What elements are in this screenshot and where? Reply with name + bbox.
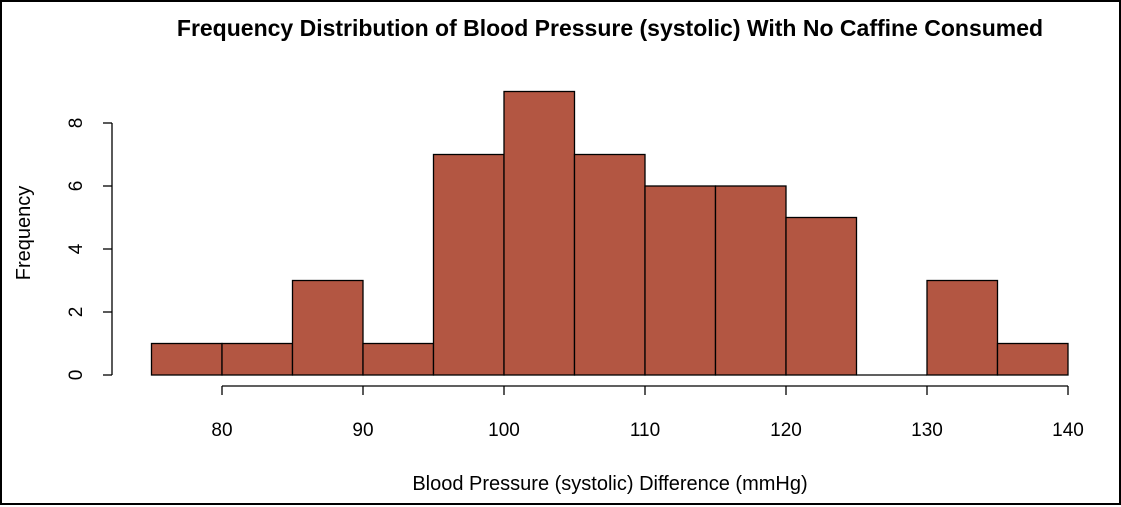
y-tick-label: 6 xyxy=(66,181,87,192)
x-tick-label: 90 xyxy=(352,420,373,441)
y-tick-label: 0 xyxy=(66,370,87,381)
x-tick-label: 80 xyxy=(211,420,232,441)
y-tick-label: 2 xyxy=(66,307,87,318)
y-axis: 0 2 4 6 8 xyxy=(66,118,113,381)
histogram-bar xyxy=(432,153,505,376)
histogram-bar xyxy=(291,279,364,376)
histogram-bar xyxy=(573,153,646,376)
y-tick-label: 8 xyxy=(66,118,87,129)
histogram-bar xyxy=(714,185,787,376)
histogram-bar xyxy=(221,342,294,376)
histogram-bar xyxy=(503,90,576,376)
x-axis: 80 90 100 110 120 130 140 xyxy=(211,385,1084,441)
chart-title: Frequency Distribution of Blood Pressure… xyxy=(177,15,1043,41)
x-tick-label: 120 xyxy=(770,420,802,441)
histogram-bar xyxy=(362,342,435,376)
histogram-bar xyxy=(785,216,858,376)
x-tick-label: 140 xyxy=(1052,420,1084,441)
x-tick-label: 100 xyxy=(488,420,520,441)
histogram-bar xyxy=(150,342,223,376)
x-axis-label: Blood Pressure (systolic) Difference (mm… xyxy=(412,473,807,495)
x-tick-label: 130 xyxy=(911,420,943,441)
x-tick-label: 110 xyxy=(630,420,660,441)
histogram-bar xyxy=(996,342,1069,376)
histogram-bar xyxy=(926,279,999,376)
bars-group xyxy=(150,90,1069,376)
y-axis-label: Frequency xyxy=(13,186,35,281)
y-tick-label: 4 xyxy=(66,243,87,254)
histogram-bar xyxy=(644,185,717,376)
